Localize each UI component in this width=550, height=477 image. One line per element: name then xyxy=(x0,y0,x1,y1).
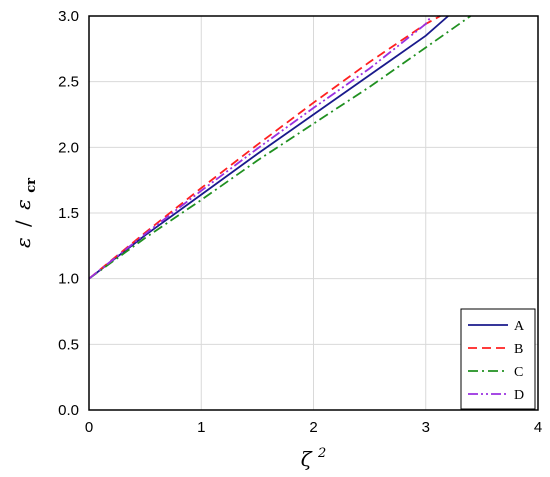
y-axis-label-subscript: cr xyxy=(24,178,39,193)
y-tick-label: 0.5 xyxy=(58,336,79,353)
y-axis-label-separator: / xyxy=(11,220,35,227)
series-line-A xyxy=(88,15,449,280)
x-tick-label: 3 xyxy=(422,419,430,436)
x-tick-label: 2 xyxy=(309,419,317,436)
legend-label-D: D xyxy=(514,388,524,403)
legend-label-A: A xyxy=(514,319,525,334)
plot-frame xyxy=(88,15,539,411)
x-axis-label: ζ 2 xyxy=(301,446,326,471)
y-axis-label-denominator: ε xyxy=(11,199,35,210)
legend-label-B: B xyxy=(514,342,523,357)
y-tick-label: 3.0 xyxy=(58,8,79,25)
x-tick-label: 1 xyxy=(197,419,205,436)
y-tick-label: 2.5 xyxy=(58,74,79,91)
x-axis-label-superscript: 2 xyxy=(317,446,326,461)
x-tick-label: 4 xyxy=(534,419,542,436)
legend-label-C: C xyxy=(514,365,523,380)
y-axis-label-numerator: ε xyxy=(11,237,35,248)
x-axis-label-symbol: ζ xyxy=(301,447,313,471)
series-line-D xyxy=(88,15,433,280)
y-tick-label: 0.0 xyxy=(58,402,79,419)
series-line-C xyxy=(88,15,472,280)
series-line-B xyxy=(88,15,441,280)
series-layer xyxy=(88,15,472,280)
y-axis-label: ε / ε cr xyxy=(11,178,39,248)
y-tick-label: 1.5 xyxy=(58,205,79,222)
y-tick-label: 2.0 xyxy=(58,139,79,156)
x-tick-label: 0 xyxy=(85,419,93,436)
tick-labels: 0 1 2 3 4 0.0 0.5 1.0 1.5 2.0 2.5 3.0 xyxy=(58,8,542,436)
y-tick-label: 1.0 xyxy=(58,271,79,288)
